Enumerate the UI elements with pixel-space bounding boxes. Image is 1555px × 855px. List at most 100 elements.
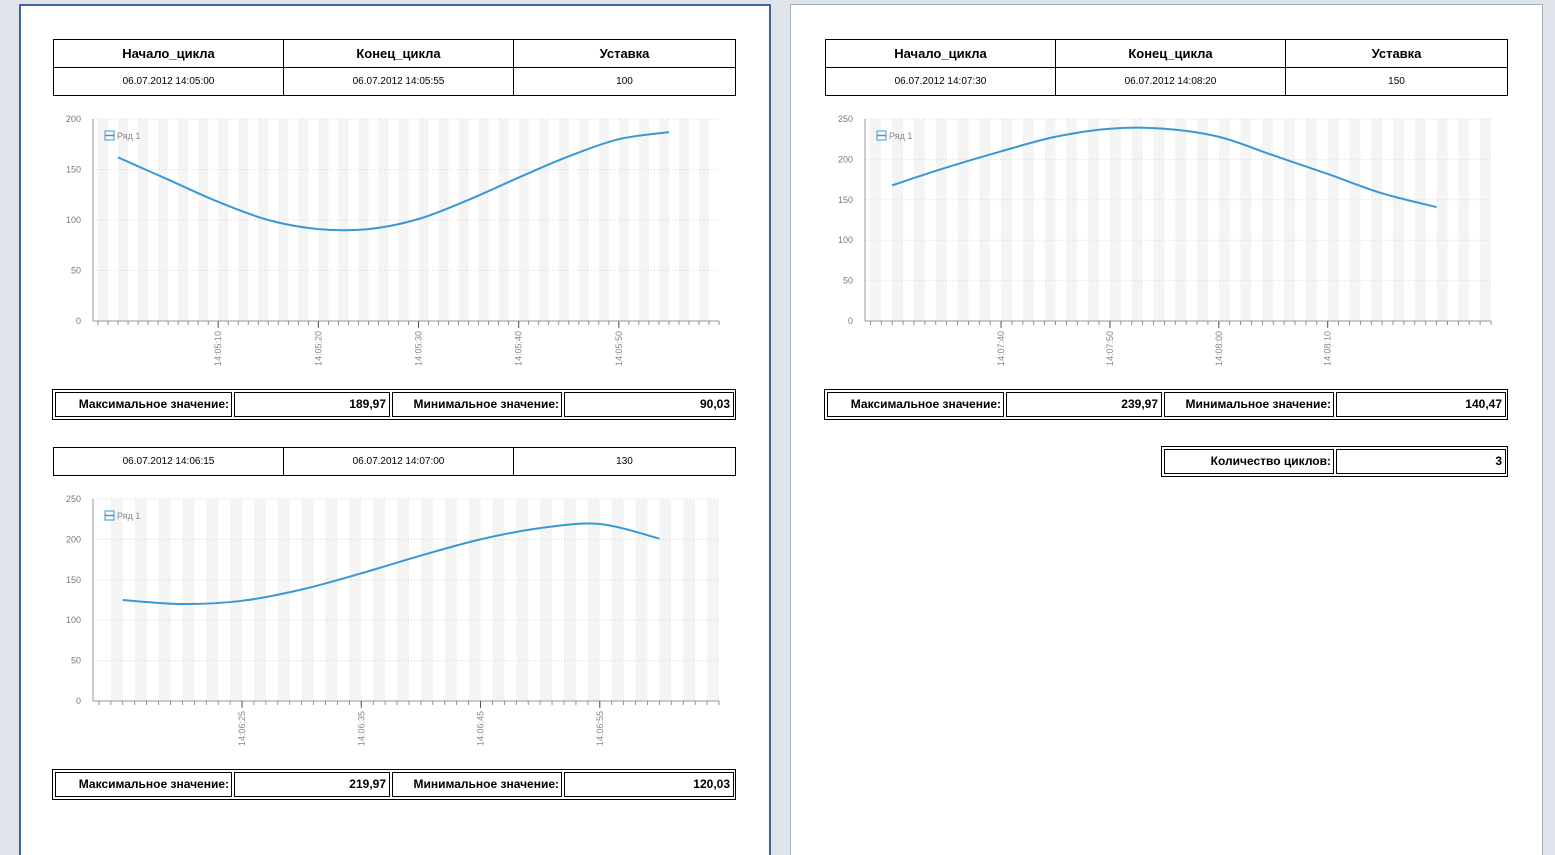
cycle-3-min-label: Минимальное значение: bbox=[1164, 392, 1334, 417]
plot-band bbox=[913, 119, 925, 321]
plot-band bbox=[230, 499, 243, 701]
plot-band bbox=[492, 499, 505, 701]
plot-band bbox=[134, 499, 147, 701]
x-tick-label: 14:08:00 bbox=[1214, 331, 1224, 366]
plot-band bbox=[277, 499, 290, 701]
plot-band bbox=[1131, 119, 1143, 321]
plot-band bbox=[935, 119, 947, 321]
cycle-1-max-value: 189,97 bbox=[234, 392, 390, 417]
header-start: Начало_цикла bbox=[53, 39, 284, 68]
plot-band bbox=[206, 499, 219, 701]
y-tick-label: 200 bbox=[838, 154, 853, 164]
plot-band bbox=[301, 499, 314, 701]
cycle-2-max-label: Максимальное значение: bbox=[55, 772, 232, 797]
plot-band bbox=[138, 119, 149, 321]
cycles-count-box: Количество циклов: 3 bbox=[1161, 446, 1508, 477]
cycle-3-min-value: 140,47 bbox=[1336, 392, 1506, 417]
plot-band bbox=[110, 499, 123, 701]
plot-band bbox=[558, 119, 569, 321]
plot-band bbox=[707, 499, 719, 701]
y-tick-label: 0 bbox=[76, 316, 81, 326]
cycle-2-stats: Максимальное значение: 219,97 Минимально… bbox=[52, 769, 736, 800]
x-tick-label: 14:05:10 bbox=[213, 331, 223, 366]
cycle-3-setpoint: 150 bbox=[1285, 67, 1508, 96]
x-tick-label: 14:05:40 bbox=[514, 331, 524, 366]
plot-band bbox=[1262, 119, 1274, 321]
plot-band bbox=[678, 119, 689, 321]
plot-band bbox=[498, 119, 509, 321]
plot-band bbox=[325, 499, 338, 701]
plot-band bbox=[373, 499, 386, 701]
plot-band bbox=[1175, 119, 1187, 321]
plot-band bbox=[158, 119, 169, 321]
cycle-1-table: Начало_цикла Конец_цикла Уставка 06.07.2… bbox=[53, 39, 736, 96]
y-tick-label: 100 bbox=[66, 615, 81, 625]
plot-band bbox=[1414, 119, 1426, 321]
x-tick-label: 14:07:40 bbox=[996, 331, 1006, 366]
plot-band bbox=[253, 499, 266, 701]
plot-band bbox=[618, 119, 629, 321]
cycle-1-end: 06.07.2012 14:05:55 bbox=[283, 67, 514, 96]
cycle-2-max-value: 219,97 bbox=[234, 772, 390, 797]
cycle-2-chart: 0 50 100 150 200 250 14:06:25 14:06:35 14:06:45 1… bbox=[66, 494, 720, 746]
plot-band bbox=[1066, 119, 1078, 321]
x-tick-label: 14:07:50 bbox=[1105, 331, 1115, 366]
header-setpoint: Уставка bbox=[1285, 39, 1508, 68]
series-line bbox=[891, 126, 1437, 209]
legend-label: Ряд 1 bbox=[117, 131, 140, 141]
plot-band bbox=[397, 499, 409, 701]
plot-band bbox=[563, 499, 576, 701]
y-tick-label: 100 bbox=[838, 235, 853, 245]
cycle-3-max-label: Максимальное значение: bbox=[827, 392, 1004, 417]
y-tick-label: 150 bbox=[838, 195, 853, 205]
plot-band bbox=[540, 499, 553, 701]
cycle-2-min-label: Минимальное значение: bbox=[392, 772, 562, 797]
cycle-1-max-label: Максимальное значение: bbox=[55, 392, 232, 417]
header-setpoint: Уставка bbox=[513, 39, 736, 68]
cycle-1-min-value: 90,03 bbox=[564, 392, 734, 417]
cycle-2-table: 06.07.2012 14:06:15 06.07.2012 14:07:00 … bbox=[53, 447, 736, 476]
cycle-3-stats: Максимальное значение: 239,97 Минимально… bbox=[824, 389, 1508, 420]
cycle-2-min-value: 120,03 bbox=[564, 772, 734, 797]
plot-band bbox=[420, 499, 433, 701]
chart-legend: Ряд 1 bbox=[104, 130, 140, 141]
series-line bbox=[122, 522, 660, 606]
cycle-1-start: 06.07.2012 14:05:00 bbox=[53, 67, 284, 96]
cycle-1-setpoint: 100 bbox=[513, 67, 736, 96]
y-tick-label: 50 bbox=[843, 276, 853, 286]
plot-band bbox=[957, 119, 969, 321]
cycles-count-label: Количество циклов: bbox=[1164, 449, 1334, 474]
plot-band bbox=[1218, 119, 1230, 321]
x-tick-label: 14:06:25 bbox=[237, 711, 247, 746]
plot-band bbox=[349, 499, 362, 701]
header-start: Начало_цикла bbox=[825, 39, 1056, 68]
cycles-count-value: 3 bbox=[1336, 449, 1506, 474]
plot-band bbox=[1371, 119, 1383, 321]
plot-band bbox=[198, 119, 209, 321]
header-end: Конец_цикла bbox=[1055, 39, 1286, 68]
plot-band bbox=[1153, 119, 1165, 321]
plot-band bbox=[278, 119, 289, 321]
cycle-3-chart: 0 50 100 150 200 250 14:07:40 14:07:50 14:08:00 1… bbox=[838, 114, 1492, 366]
plot-band bbox=[98, 119, 109, 321]
plot-band bbox=[518, 119, 529, 321]
plot-band bbox=[1109, 119, 1121, 321]
y-tick-label: 250 bbox=[66, 494, 81, 504]
x-tick-label: 14:06:45 bbox=[476, 711, 486, 746]
plot-band bbox=[683, 499, 696, 701]
cycle-1-chart: 0 50 100 150 200 14:05:10 14:05:20 14:05:30 14:0… bbox=[66, 114, 720, 366]
y-tick-label: 250 bbox=[838, 114, 853, 124]
plot-band bbox=[635, 499, 648, 701]
y-tick-label: 200 bbox=[66, 114, 81, 124]
x-tick-label: 14:05:30 bbox=[414, 331, 424, 366]
plot-band bbox=[318, 119, 329, 321]
plot-band bbox=[1284, 119, 1296, 321]
plot-band bbox=[398, 119, 409, 321]
plot-band bbox=[611, 499, 624, 701]
plot-band bbox=[587, 499, 600, 701]
plot-band bbox=[1305, 119, 1317, 321]
y-tick-label: 0 bbox=[848, 316, 853, 326]
plot-background bbox=[870, 119, 1491, 321]
plot-band bbox=[870, 119, 882, 321]
y-tick-label: 50 bbox=[71, 656, 81, 666]
